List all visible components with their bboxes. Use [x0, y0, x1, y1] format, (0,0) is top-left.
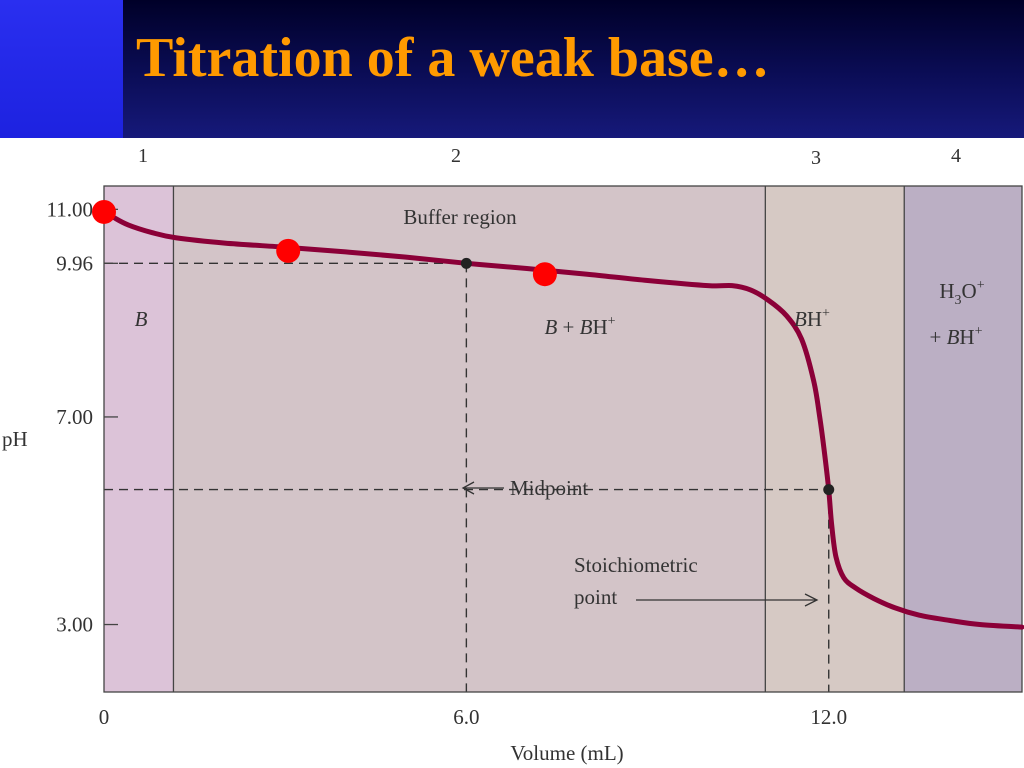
stoichiometric-arrow: [636, 593, 819, 607]
x-tick-label-1: 6.0: [453, 705, 479, 729]
red-marker-2: [276, 238, 301, 263]
region-number-4: 4: [951, 145, 961, 167]
titration-curve: [101, 209, 1024, 630]
region-4-label-line2: + BH+: [930, 324, 983, 349]
y-tick-label-2: 7.00: [56, 405, 93, 429]
red-marker-3: [532, 262, 557, 287]
stoichiometric-point-dot: [823, 484, 835, 496]
axes: 11.00 9.96 7.00 3.00 0 6.0 12.0: [47, 197, 848, 729]
stoichiometric-label-line1: Stoichiometric: [574, 553, 698, 577]
x-tick-label-0: 0: [99, 705, 110, 729]
slide-header: Titration of a weak base…: [0, 0, 1024, 138]
region-3-bg: [765, 186, 905, 692]
y-tick-label-0: 11.00: [47, 197, 93, 221]
midpoint-dot: [460, 257, 472, 269]
red-marker-1: [92, 199, 116, 224]
y-tick-label-1: 9.96: [56, 251, 93, 275]
y-axis-title: pH: [2, 427, 28, 451]
plot-frame: [103, 185, 1023, 693]
slide-title: Titration of a weak base…: [136, 27, 770, 89]
header-accent-bar: [0, 0, 123, 138]
region-backgrounds: [104, 186, 1022, 692]
x-axis-title: Volume (mL): [510, 741, 623, 765]
y-tick-label-3: 3.00: [56, 613, 93, 637]
region-number-2: 2: [451, 145, 461, 167]
stoichiometric-label-line2: point: [574, 585, 617, 609]
region-2-bg: [173, 186, 766, 692]
buffer-region-caption: Buffer region: [403, 205, 517, 229]
midpoint-label: Midpoint: [510, 476, 588, 500]
region-4-label-line1: H3O+: [939, 278, 984, 308]
region-1-bg: [104, 186, 174, 692]
x-tick-label-2: 12.0: [810, 705, 847, 729]
midpoint-arrow: [461, 481, 504, 495]
region-4-bg: [904, 186, 1022, 692]
region-number-3: 3: [811, 147, 821, 169]
region-1-label: B: [135, 307, 148, 331]
points-layer: [92, 199, 835, 496]
region-2-label: B + BH+: [544, 314, 615, 339]
region-3-label: BH+: [794, 306, 830, 331]
titration-chart: 11.00 9.96 7.00 3.00 0 6.0 12.0 1 2 3 4 Buffer…: [2, 145, 1024, 765]
region-number-1: 1: [138, 145, 148, 167]
